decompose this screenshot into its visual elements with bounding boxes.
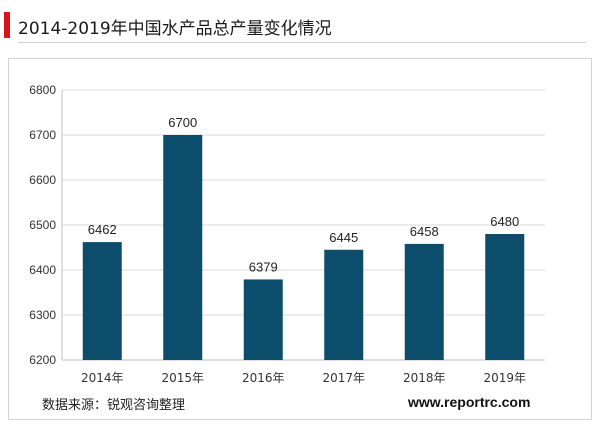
bar [404, 243, 444, 360]
bar [163, 135, 203, 360]
bar [82, 242, 122, 360]
x-tick-label: 2015年 [161, 371, 204, 385]
title-accent-bar [4, 12, 10, 38]
y-tick-label: 6500 [29, 218, 56, 232]
x-tick-label: 2017年 [322, 371, 365, 385]
x-tick-label: 2018年 [403, 371, 446, 385]
data-label: 6462 [88, 222, 117, 237]
bar [243, 279, 283, 360]
bar [324, 249, 364, 360]
y-tick-label: 6600 [29, 173, 56, 187]
data-label: 6480 [490, 214, 519, 229]
y-tick-label: 6300 [29, 308, 56, 322]
data-label: 6445 [329, 230, 358, 245]
x-tick-label: 2016年 [242, 371, 285, 385]
data-label: 6458 [410, 224, 439, 239]
data-label: 6700 [168, 115, 197, 130]
title-divider [18, 42, 586, 43]
x-tick-label: 2019年 [483, 371, 526, 385]
website-label: www.reportrc.com [408, 394, 531, 410]
data-label: 6379 [249, 259, 278, 274]
y-tick-label: 6200 [29, 353, 56, 367]
source-note: 数据来源：锐观咨询整理 [42, 398, 186, 413]
title-bar: 2014-2019年中国水产品总产量变化情况 [0, 12, 600, 43]
y-tick-label: 6700 [29, 128, 56, 142]
y-tick-label: 6800 [29, 83, 56, 97]
y-tick-label: 6400 [29, 263, 56, 277]
x-tick-label: 2014年 [81, 371, 124, 385]
bar [485, 234, 525, 360]
page-title: 2014-2019年中国水产品总产量变化情况 [18, 19, 332, 39]
